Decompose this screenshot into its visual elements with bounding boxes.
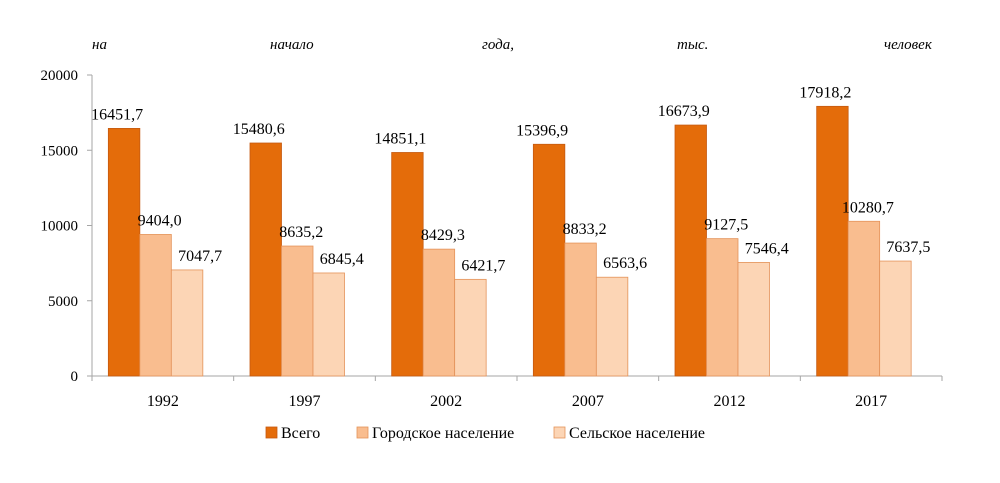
bar (532, 143, 566, 377)
x-tick-label: 2002 (430, 393, 462, 410)
x-tick-label: 2007 (572, 393, 604, 410)
bar (706, 238, 739, 377)
bar (170, 269, 204, 377)
data-label: 6421,7 (461, 257, 505, 274)
chart-title: на начало года, тыс. человек (92, 37, 933, 53)
title-word: человек (884, 37, 933, 53)
bar (139, 234, 172, 377)
data-label: 7047,7 (178, 248, 222, 265)
bar (879, 260, 912, 377)
data-label: 7637,5 (886, 239, 930, 256)
x-tick-label: 2017 (855, 393, 887, 410)
bar (847, 220, 881, 377)
data-label: 8833,2 (563, 221, 607, 238)
legend: Всего Городское население Сельское населен… (265, 425, 705, 442)
bars (107, 105, 912, 377)
y-tick-label: 5000 (48, 294, 78, 310)
x-tick-label: 2012 (714, 393, 746, 410)
title-word: тыс. (677, 37, 708, 53)
data-labels: 16451,7 9404,0 7047,7 15480,6 8635,2 6845,4 14… (91, 84, 930, 274)
data-label: 9404,0 (138, 212, 182, 229)
data-label: 15480,6 (233, 121, 285, 138)
bar (816, 105, 849, 377)
y-tick-label: 0 (71, 369, 79, 385)
data-label: 17918,2 (799, 84, 851, 101)
x-tick-label: 1992 (147, 393, 179, 410)
data-label: 6563,6 (603, 255, 647, 272)
data-label: 16451,7 (91, 106, 143, 123)
data-label: 16673,9 (658, 103, 710, 120)
bar (595, 276, 629, 377)
title-word: начало (270, 37, 314, 53)
legend-label: Всего (281, 425, 320, 442)
bar (422, 248, 456, 377)
bar (391, 152, 424, 377)
bar (312, 272, 345, 377)
data-label: 7546,4 (745, 240, 789, 257)
y-axis: 0 5000 10000 15000 20000 (41, 68, 93, 385)
x-tick-label: 1997 (289, 393, 321, 410)
bar (454, 278, 487, 377)
data-label: 15396,9 (516, 122, 568, 139)
y-tick-label: 10000 (41, 219, 79, 235)
bar (564, 242, 597, 377)
legend-swatch (356, 426, 369, 439)
y-tick-label: 15000 (41, 143, 79, 159)
legend-label: Городское население (372, 425, 514, 442)
bar (281, 245, 314, 377)
data-label: 6845,4 (320, 251, 364, 268)
data-label: 10280,7 (842, 199, 894, 216)
data-label: 8429,3 (421, 227, 465, 244)
bar (737, 262, 770, 377)
y-tick-label: 20000 (41, 68, 79, 84)
data-label: 8635,2 (279, 224, 323, 241)
legend-label: Сельское население (569, 425, 705, 442)
title-word: на (92, 37, 107, 53)
bar (249, 142, 282, 377)
x-axis: 1992 1997 2002 2007 2012 2017 (91, 375, 943, 410)
legend-swatch (553, 426, 566, 439)
data-label: 9127,5 (704, 217, 748, 234)
bar (107, 128, 141, 377)
title-word: года, (482, 37, 514, 53)
legend-swatch (265, 426, 278, 439)
data-label: 14851,1 (374, 130, 426, 147)
bar (674, 124, 707, 377)
